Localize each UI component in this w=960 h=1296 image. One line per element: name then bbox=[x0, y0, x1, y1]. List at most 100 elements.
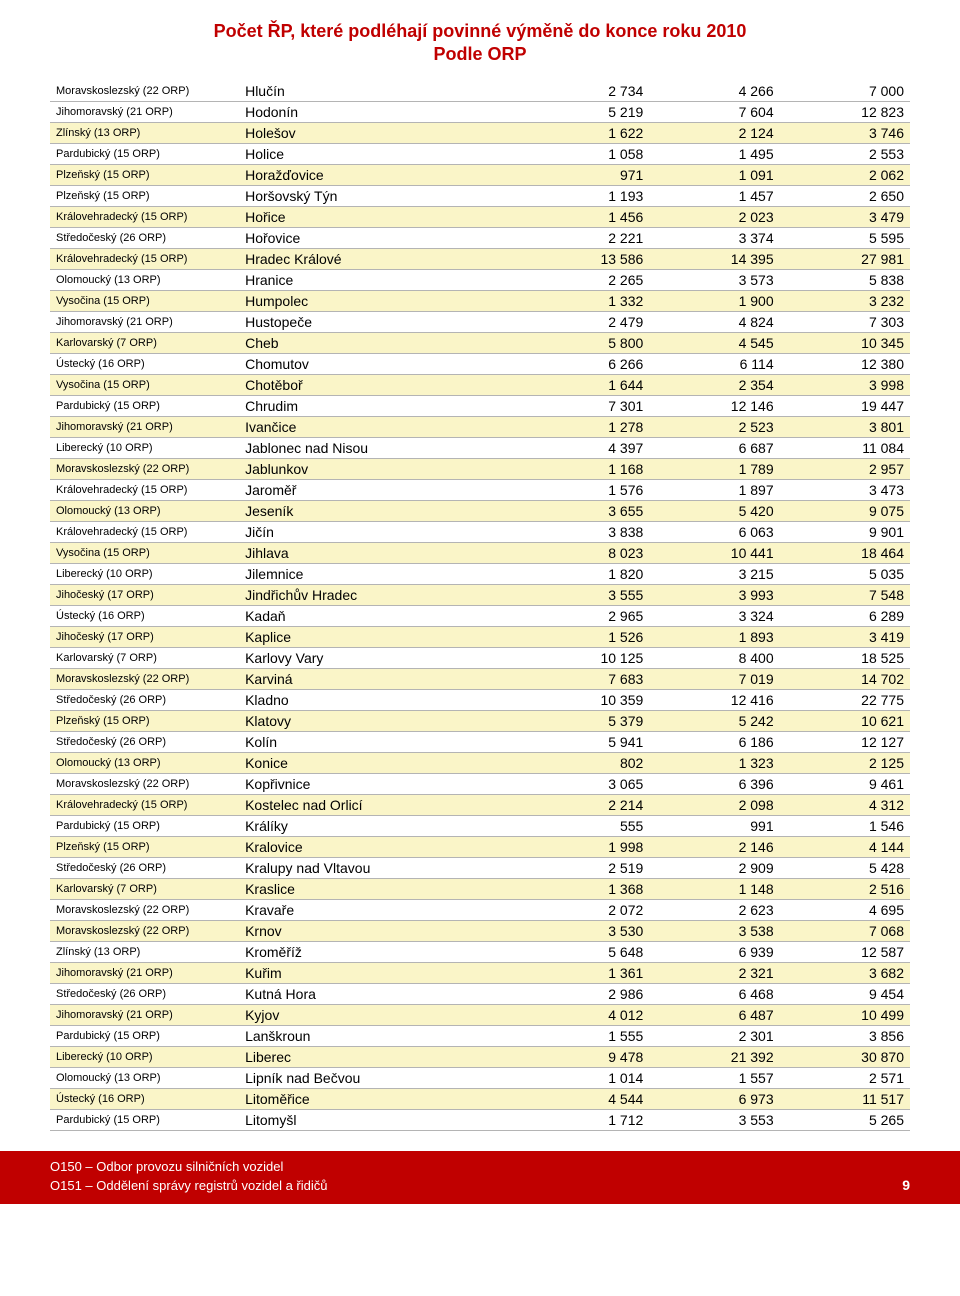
cell-value-3: 2 062 bbox=[780, 164, 910, 185]
cell-value-2: 3 215 bbox=[649, 563, 779, 584]
cell-value-2: 6 468 bbox=[649, 983, 779, 1004]
cell-region: Moravskoslezský (22 ORP) bbox=[50, 920, 239, 941]
cell-value-1: 1 278 bbox=[519, 416, 649, 437]
cell-region: Zlínský (13 ORP) bbox=[50, 122, 239, 143]
cell-value-1: 13 586 bbox=[519, 248, 649, 269]
cell-value-3: 6 289 bbox=[780, 605, 910, 626]
cell-value-2: 12 146 bbox=[649, 395, 779, 416]
cell-value-1: 3 655 bbox=[519, 500, 649, 521]
cell-city: Chomutov bbox=[239, 353, 519, 374]
cell-value-1: 3 555 bbox=[519, 584, 649, 605]
cell-value-3: 3 682 bbox=[780, 962, 910, 983]
cell-city: Chrudim bbox=[239, 395, 519, 416]
table-row: Pardubický (15 ORP)Lanškroun1 5552 3013 … bbox=[50, 1025, 910, 1046]
table-row: Královehradecký (15 ORP)Hradec Králové13… bbox=[50, 248, 910, 269]
cell-region: Plzeňský (15 ORP) bbox=[50, 164, 239, 185]
cell-value-2: 1 897 bbox=[649, 479, 779, 500]
cell-value-2: 7 019 bbox=[649, 668, 779, 689]
cell-value-3: 3 856 bbox=[780, 1025, 910, 1046]
cell-city: Cheb bbox=[239, 332, 519, 353]
cell-value-2: 3 538 bbox=[649, 920, 779, 941]
cell-value-3: 3 419 bbox=[780, 626, 910, 647]
cell-city: Horažďovice bbox=[239, 164, 519, 185]
table-row: Olomoucký (13 ORP)Lipník nad Bečvou1 014… bbox=[50, 1067, 910, 1088]
table-row: Moravskoslezský (22 ORP)Kopřivnice3 0656… bbox=[50, 773, 910, 794]
cell-city: Kyjov bbox=[239, 1004, 519, 1025]
cell-value-2: 1 893 bbox=[649, 626, 779, 647]
cell-value-3: 22 775 bbox=[780, 689, 910, 710]
cell-value-3: 4 695 bbox=[780, 899, 910, 920]
page-title: Počet ŘP, které podléhají povinné výměně… bbox=[50, 20, 910, 67]
cell-value-2: 14 395 bbox=[649, 248, 779, 269]
cell-value-3: 4 144 bbox=[780, 836, 910, 857]
cell-value-1: 2 986 bbox=[519, 983, 649, 1004]
cell-region: Pardubický (15 ORP) bbox=[50, 143, 239, 164]
table-row: Zlínský (13 ORP)Kroměříž5 6486 93912 587 bbox=[50, 941, 910, 962]
cell-value-2: 4 824 bbox=[649, 311, 779, 332]
cell-value-1: 1 526 bbox=[519, 626, 649, 647]
cell-region: Olomoucký (13 ORP) bbox=[50, 500, 239, 521]
cell-value-1: 1 368 bbox=[519, 878, 649, 899]
table-row: Moravskoslezský (22 ORP)Hlučín2 7344 266… bbox=[50, 81, 910, 102]
cell-value-2: 1 148 bbox=[649, 878, 779, 899]
cell-value-1: 2 734 bbox=[519, 81, 649, 102]
table-row: Jihočeský (17 ORP)Kaplice1 5261 8933 419 bbox=[50, 626, 910, 647]
cell-region: Karlovarský (7 ORP) bbox=[50, 878, 239, 899]
table-row: Jihomoravský (21 ORP)Kuřim1 3612 3213 68… bbox=[50, 962, 910, 983]
cell-value-3: 2 125 bbox=[780, 752, 910, 773]
table-row: Moravskoslezský (22 ORP)Karviná7 6837 01… bbox=[50, 668, 910, 689]
cell-region: Moravskoslezský (22 ORP) bbox=[50, 668, 239, 689]
table-row: Ústecký (16 ORP)Litoměřice4 5446 97311 5… bbox=[50, 1088, 910, 1109]
cell-region: Středočeský (26 ORP) bbox=[50, 731, 239, 752]
cell-value-3: 14 702 bbox=[780, 668, 910, 689]
cell-region: Moravskoslezský (22 ORP) bbox=[50, 773, 239, 794]
cell-region: Olomoucký (13 ORP) bbox=[50, 752, 239, 773]
cell-city: Kravaře bbox=[239, 899, 519, 920]
title-line-2: Podle ORP bbox=[433, 44, 526, 64]
table-row: Liberecký (10 ORP)Liberec9 47821 39230 8… bbox=[50, 1046, 910, 1067]
cell-value-3: 3 746 bbox=[780, 122, 910, 143]
cell-value-1: 2 221 bbox=[519, 227, 649, 248]
cell-city: Kolín bbox=[239, 731, 519, 752]
cell-city: Jilemnice bbox=[239, 563, 519, 584]
table-row: Ústecký (16 ORP)Kadaň2 9653 3246 289 bbox=[50, 605, 910, 626]
cell-value-1: 4 397 bbox=[519, 437, 649, 458]
cell-value-2: 7 604 bbox=[649, 101, 779, 122]
cell-city: Kaplice bbox=[239, 626, 519, 647]
cell-value-2: 2 124 bbox=[649, 122, 779, 143]
table-row: Moravskoslezský (22 ORP)Krnov3 5303 5387… bbox=[50, 920, 910, 941]
cell-value-2: 2 354 bbox=[649, 374, 779, 395]
cell-value-3: 5 265 bbox=[780, 1109, 910, 1130]
table-row: Středočeský (26 ORP)Kralupy nad Vltavou2… bbox=[50, 857, 910, 878]
cell-value-2: 6 063 bbox=[649, 521, 779, 542]
cell-value-1: 7 683 bbox=[519, 668, 649, 689]
table-row: Liberecký (10 ORP)Jablonec nad Nisou4 39… bbox=[50, 437, 910, 458]
table-row: Ústecký (16 ORP)Chomutov6 2666 11412 380 bbox=[50, 353, 910, 374]
cell-value-1: 1 361 bbox=[519, 962, 649, 983]
cell-value-3: 3 232 bbox=[780, 290, 910, 311]
cell-value-1: 2 519 bbox=[519, 857, 649, 878]
cell-city: Kuřim bbox=[239, 962, 519, 983]
cell-value-3: 10 499 bbox=[780, 1004, 910, 1025]
cell-city: Litoměřice bbox=[239, 1088, 519, 1109]
cell-city: Králíky bbox=[239, 815, 519, 836]
table-row: Olomoucký (13 ORP)Konice8021 3232 125 bbox=[50, 752, 910, 773]
cell-value-2: 5 420 bbox=[649, 500, 779, 521]
cell-value-3: 5 838 bbox=[780, 269, 910, 290]
cell-value-2: 3 993 bbox=[649, 584, 779, 605]
cell-value-3: 9 454 bbox=[780, 983, 910, 1004]
cell-value-2: 6 114 bbox=[649, 353, 779, 374]
cell-value-3: 7 068 bbox=[780, 920, 910, 941]
footer-line-1: O150 – Odbor provozu silničních vozidel bbox=[50, 1157, 910, 1177]
cell-value-2: 12 416 bbox=[649, 689, 779, 710]
cell-region: Liberecký (10 ORP) bbox=[50, 563, 239, 584]
cell-city: Kladno bbox=[239, 689, 519, 710]
cell-city: Litomyšl bbox=[239, 1109, 519, 1130]
cell-city: Karlovy Vary bbox=[239, 647, 519, 668]
cell-city: Kralupy nad Vltavou bbox=[239, 857, 519, 878]
cell-value-2: 2 146 bbox=[649, 836, 779, 857]
cell-value-3: 2 957 bbox=[780, 458, 910, 479]
cell-value-3: 2 650 bbox=[780, 185, 910, 206]
cell-city: Lipník nad Bečvou bbox=[239, 1067, 519, 1088]
cell-value-1: 8 023 bbox=[519, 542, 649, 563]
